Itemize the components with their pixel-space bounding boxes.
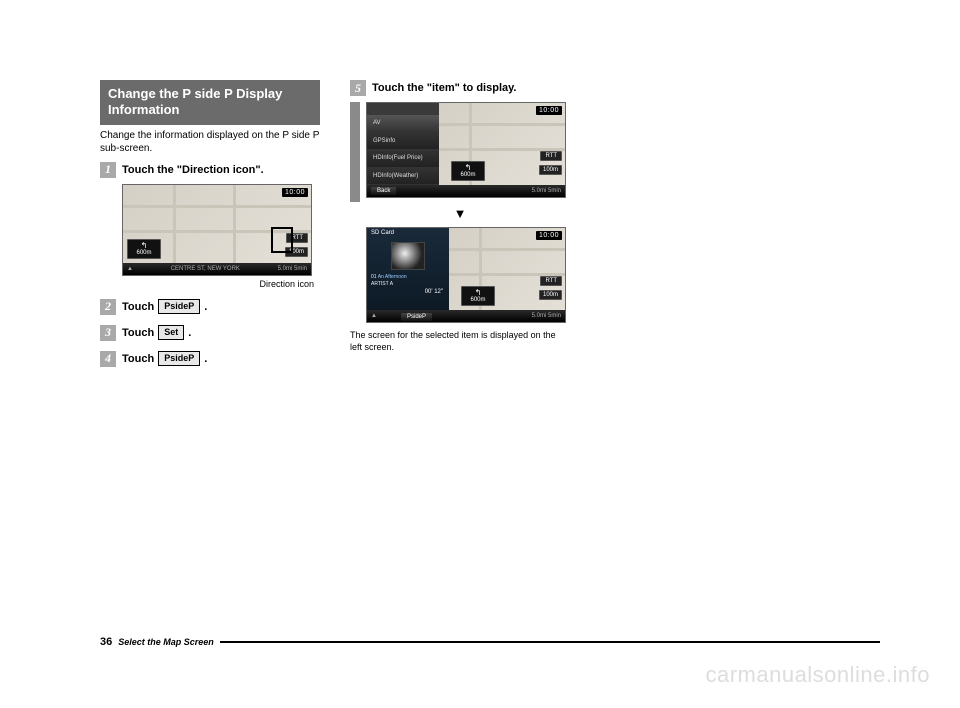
- psidep-button-ref-2: PsideP: [158, 351, 200, 366]
- turn-indicator: ↰ 600m: [127, 239, 161, 259]
- sidebar-menu: AV GPSinfo HDInfo(Fuel Price) HDInfo(Wea…: [367, 115, 439, 185]
- menu-item-av: AV: [367, 115, 439, 133]
- eta-label: 5.0mi 5min: [278, 266, 307, 272]
- step-number-1: 1: [100, 162, 116, 178]
- step-number-2: 2: [100, 299, 116, 315]
- turn-indicator-3: ↰ 600m: [461, 286, 495, 306]
- step-5: 5 Touch the "item" to display.: [350, 80, 570, 96]
- psidep-button-ref: PsideP: [158, 299, 200, 314]
- section-header: Change the P side P Display Information: [100, 80, 320, 125]
- step-number-3: 3: [100, 325, 116, 341]
- album-art: [391, 242, 425, 270]
- turn-indicator-2: ↰ 600m: [451, 161, 485, 181]
- bottom-bar: ▲ CENTRE ST, NEW YORK 5.0mi 5min: [123, 263, 311, 275]
- direction-icon-caption: Direction icon: [122, 279, 320, 289]
- section-name: Select the Map Screen: [118, 637, 214, 647]
- menu-item-hdinfo-fuel: HDInfo(Fuel Price): [367, 150, 439, 168]
- left-column: Change the P side P Display Information …: [100, 80, 320, 377]
- step-3-prefix: Touch: [122, 325, 154, 341]
- clock-label-2: 10:00: [536, 106, 562, 115]
- play-time: 00' 12": [367, 287, 449, 297]
- clock-label: 10:00: [282, 188, 308, 197]
- turn-arrow-icon: ↰: [141, 242, 148, 250]
- rtt-button-2: RTT: [540, 151, 562, 161]
- sd-card-label: SD Card: [367, 228, 449, 238]
- direction-icon-callout: [271, 227, 293, 253]
- step-5-label: Touch the "item" to display.: [372, 80, 516, 96]
- step-number-4: 4: [100, 351, 116, 367]
- track-number: 01: [371, 274, 377, 280]
- screenshot-2: AV GPSinfo HDInfo(Fuel Price) HDInfo(Wea…: [366, 102, 566, 198]
- turn-distance-2: 600m: [460, 172, 475, 178]
- bottom-bar-2: Back 5.0mi 5min: [367, 185, 565, 197]
- step-2: 2 Touch PsideP .: [100, 299, 320, 315]
- clock-label-3: 10:00: [536, 231, 562, 240]
- step-4-prefix: Touch: [122, 351, 154, 367]
- rtt-button-3: RTT: [540, 276, 562, 286]
- step-3: 3 Touch Set .: [100, 325, 320, 341]
- step-2-suffix: .: [204, 301, 207, 313]
- turn-distance: 600m: [136, 250, 151, 256]
- step-5-sidebar: [350, 102, 360, 202]
- bottom-triangle-icon-3: ▲: [371, 313, 377, 319]
- page-number: 36: [100, 636, 112, 648]
- page-content: Change the P side P Display Information …: [0, 0, 960, 417]
- turn-arrow-icon-2: ↰: [465, 164, 472, 172]
- footer-rule: [220, 641, 880, 643]
- menu-item-hdinfo-weather: HDInfo(Weather): [367, 168, 439, 186]
- eta-label-2: 5.0mi 5min: [532, 188, 561, 194]
- step-1: 1 Touch the "Direction icon".: [100, 162, 320, 178]
- track-title: An Afternoon: [378, 274, 407, 280]
- track-info: 01 An Afternoon ARTIST A: [367, 274, 449, 287]
- down-triangle-icon: ▼: [350, 206, 570, 221]
- psidep-button-bar: PsideP: [401, 313, 432, 321]
- step-2-prefix: Touch: [122, 299, 154, 315]
- bottom-bar-3: ▲ PsideP 5.0mi 5min: [367, 310, 565, 322]
- set-button-ref: Set: [158, 325, 184, 340]
- step-4: 4 Touch PsideP .: [100, 351, 320, 367]
- step-5-wrap: AV GPSinfo HDInfo(Fuel Price) HDInfo(Wea…: [350, 102, 570, 202]
- watermark: carmanualsonline.info: [705, 662, 930, 688]
- artist-name: ARTIST A: [371, 281, 393, 287]
- step-1-label: Touch the "Direction icon".: [122, 162, 264, 178]
- menu-item-gpsinfo: GPSinfo: [367, 133, 439, 151]
- back-button: Back: [371, 187, 396, 195]
- turn-distance-3: 600m: [470, 297, 485, 303]
- step-4-suffix: .: [204, 353, 207, 365]
- right-column: 5 Touch the "item" to display. AV GPSinf…: [350, 80, 570, 377]
- step-number-5: 5: [350, 80, 366, 96]
- intro-text: Change the information displayed on the …: [100, 129, 320, 156]
- step-3-suffix: .: [188, 327, 191, 339]
- distance-label-3: 100m: [539, 290, 562, 300]
- turn-arrow-icon-3: ↰: [475, 289, 482, 297]
- screenshot-3: SD Card 01 An Afternoon ARTIST A 00' 12"…: [366, 227, 566, 323]
- page-footer: 36 Select the Map Screen: [100, 636, 880, 648]
- step-1-body: 10:00 RTT 100m ↰ 600m ▲ CENTRE ST, NEW Y…: [122, 184, 320, 289]
- distance-label-2: 100m: [539, 165, 562, 175]
- result-text: The screen for the selected item is disp…: [350, 329, 570, 353]
- street-name: CENTRE ST, NEW YORK: [133, 266, 278, 272]
- eta-label-3: 5.0mi 5min: [532, 313, 561, 319]
- media-panel: SD Card 01 An Afternoon ARTIST A 00' 12": [367, 228, 449, 310]
- screenshot-1: 10:00 RTT 100m ↰ 600m ▲ CENTRE ST, NEW Y…: [122, 184, 312, 276]
